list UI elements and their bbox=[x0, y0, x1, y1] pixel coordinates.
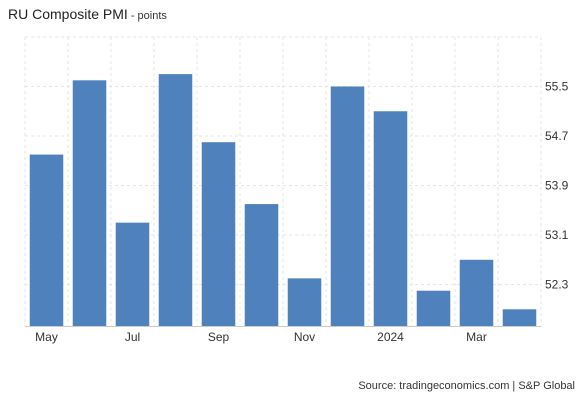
bar-feb bbox=[416, 290, 451, 326]
x-tick-label: 2024 bbox=[377, 330, 404, 344]
x-tick-label: Jul bbox=[125, 330, 140, 344]
x-tick-label: May bbox=[35, 330, 58, 344]
x-tick-label: Sep bbox=[208, 330, 230, 344]
chart-title: RU Composite PMI bbox=[8, 6, 128, 22]
y-tick-label: 53.9 bbox=[545, 179, 569, 193]
bar-jun bbox=[72, 80, 107, 326]
bar-may bbox=[29, 154, 64, 326]
bar-oct bbox=[244, 204, 279, 326]
y-tick-label: 52.3 bbox=[545, 278, 569, 292]
chart-unit: - points bbox=[130, 10, 167, 22]
bar-aug bbox=[158, 74, 193, 327]
y-tick-label: 54.7 bbox=[545, 129, 569, 143]
source-note: Source: tradingeconomics.com | S&P Globa… bbox=[358, 380, 575, 392]
bar-sep bbox=[201, 142, 236, 326]
x-tick-label: Mar bbox=[466, 330, 487, 344]
y-tick-label: 53.1 bbox=[545, 228, 569, 242]
bar-2024 bbox=[373, 111, 408, 327]
bar-nov bbox=[287, 278, 322, 326]
bar-mar bbox=[459, 259, 494, 326]
bar-dec bbox=[330, 86, 365, 326]
bar-jul bbox=[115, 222, 150, 326]
y-tick-label: 55.5 bbox=[545, 80, 569, 94]
bar-apr bbox=[502, 309, 537, 326]
x-tick-label: Nov bbox=[294, 330, 315, 344]
chart-title-block: RU Composite PMI - points bbox=[8, 6, 167, 24]
